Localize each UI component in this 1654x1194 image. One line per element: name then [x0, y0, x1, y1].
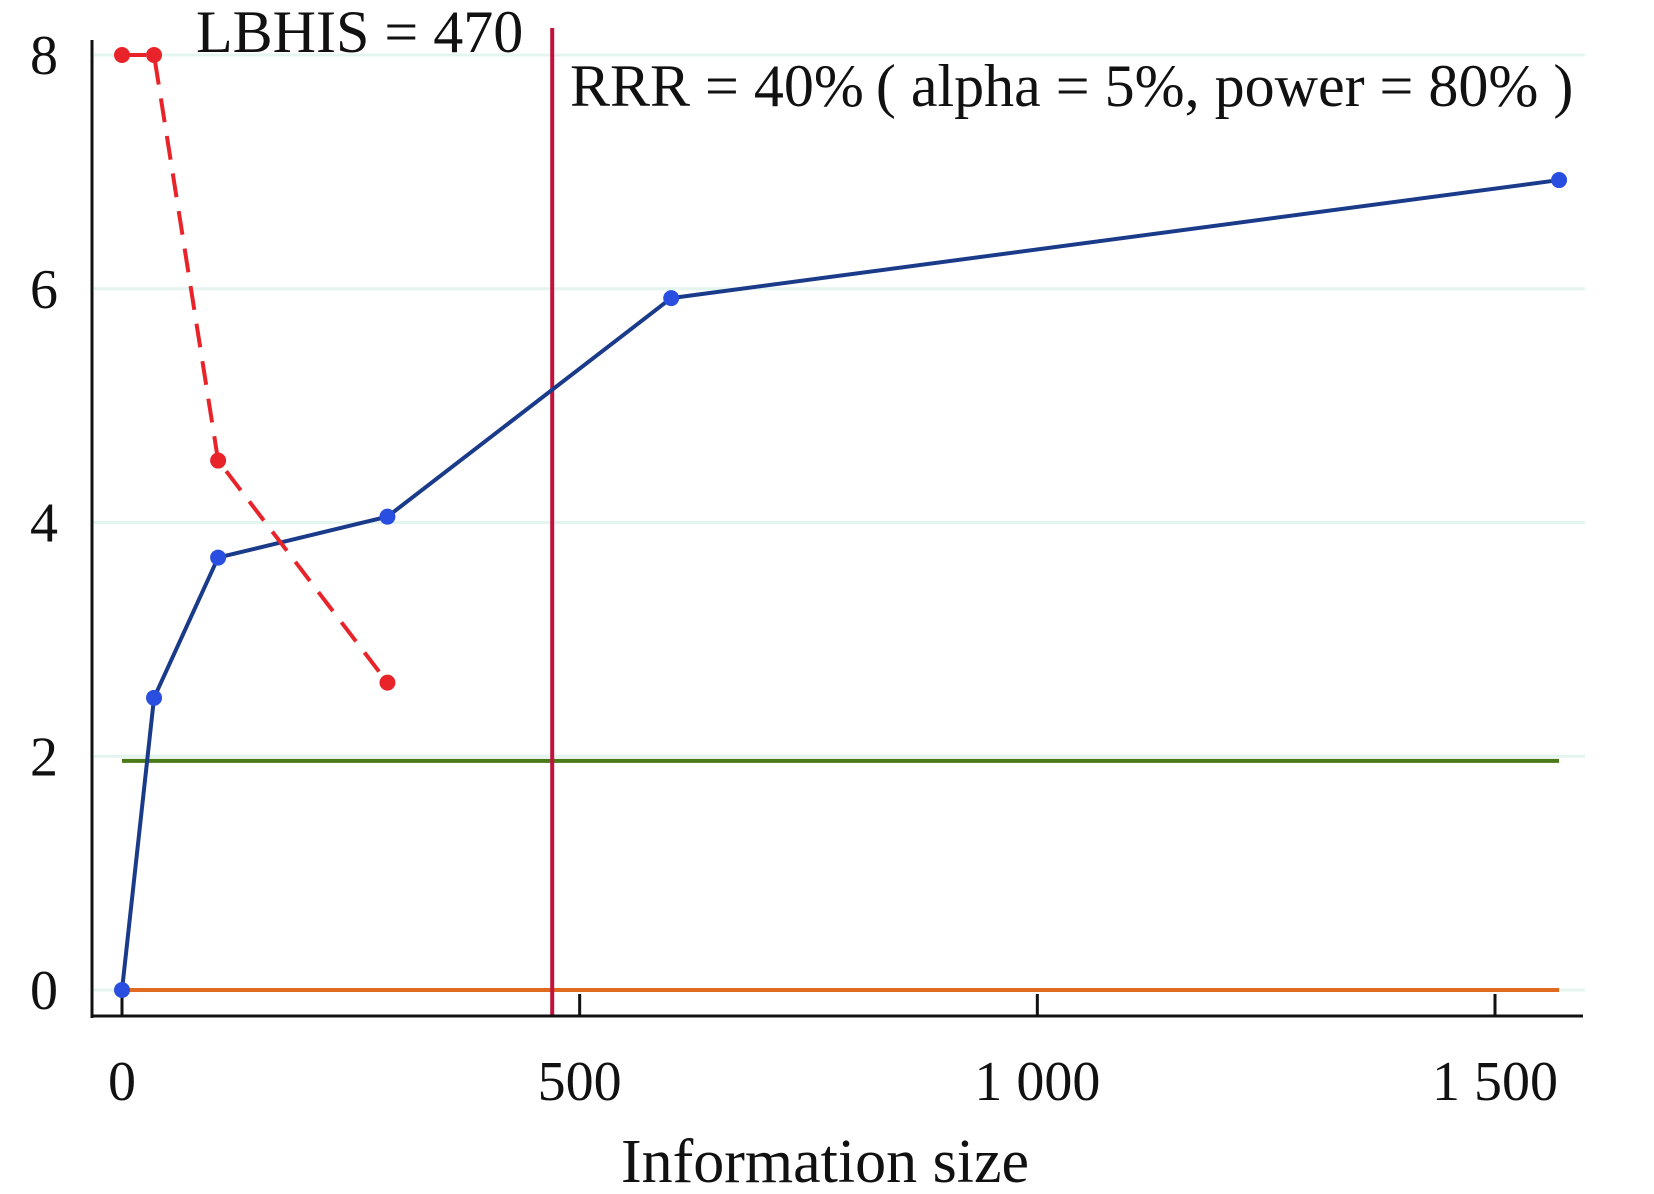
reference-lines	[122, 28, 1560, 1016]
series-1-point	[1551, 172, 1568, 189]
x-tick-label: 1 500	[1432, 1051, 1558, 1113]
series-1-point	[210, 549, 227, 566]
x-axis-label: Information size	[621, 1128, 1029, 1194]
series-1-point	[146, 689, 163, 706]
x-tick-label: 0	[108, 1051, 136, 1113]
y-tick-label: 0	[30, 960, 58, 1022]
series-2-point	[114, 47, 130, 63]
axes	[90, 40, 1583, 1018]
series-line-1	[120, 178, 1560, 991]
series-1-point	[379, 508, 396, 525]
series	[114, 47, 1568, 998]
x-tick-label: 500	[538, 1051, 622, 1113]
y-tick-label: 4	[30, 493, 58, 555]
series-2-point	[146, 47, 163, 63]
x-tick-label: 1 000	[974, 1051, 1100, 1113]
series-line-2	[122, 53, 390, 684]
series-2-point	[379, 674, 396, 691]
rrr-annotation: RRR = 40% ( alpha = 5%, power = 80% )	[570, 53, 1573, 119]
ticks: 0 2 4 6 8 0 500 1 000 1 500	[30, 25, 1558, 1113]
series-2-point	[210, 452, 227, 469]
series-1-point	[114, 982, 130, 998]
series-1-point	[663, 290, 680, 307]
y-tick-label: 8	[30, 25, 58, 87]
y-tick-label: 6	[30, 259, 58, 321]
gridlines	[94, 53, 1585, 992]
lbhis-annotation: LBHIS = 470	[196, 0, 523, 65]
y-tick-label: 2	[30, 726, 58, 788]
